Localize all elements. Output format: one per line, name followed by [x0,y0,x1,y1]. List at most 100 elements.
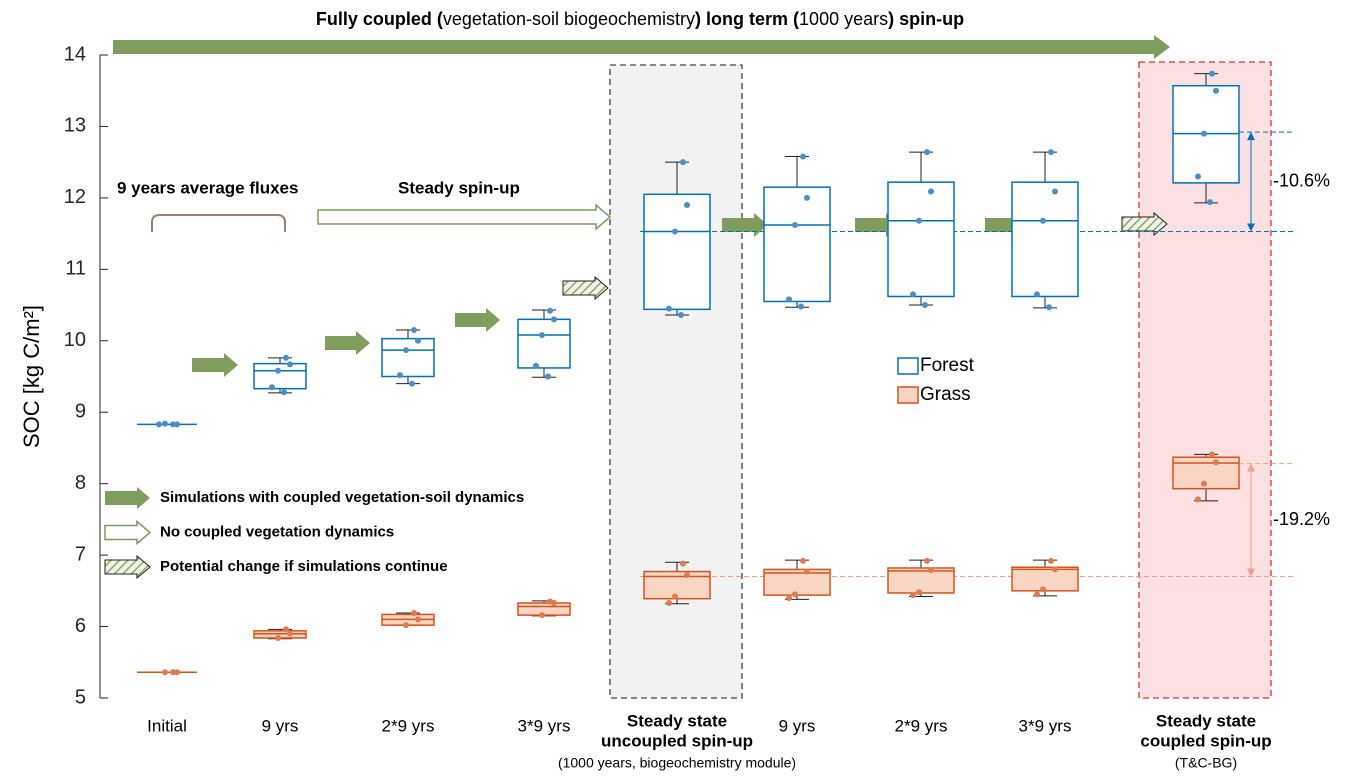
point [156,421,162,428]
box [887,181,955,298]
title-run: 1000 years [799,9,888,29]
x-tick-label: Steady state [627,711,727,730]
y-axis-label: SOC [kg C/m²] [19,305,44,448]
annotation: 9 years average fluxes [117,178,298,197]
point [1040,586,1046,593]
box [253,362,307,390]
point [533,362,539,369]
point [287,361,293,368]
point [916,589,922,596]
title-run: Fully coupled ( [316,9,443,29]
point [174,421,180,428]
point [551,599,557,606]
point [680,159,686,166]
box [1011,181,1079,298]
y-tick-label: 14 [64,43,86,65]
point [786,594,792,601]
point [678,312,684,319]
potential-arrow [562,275,609,301]
x-tick-label: 2*9 yrs [895,716,948,735]
legend-arrow [104,554,151,580]
point [281,389,287,396]
y-tick-label: 10 [64,329,86,351]
box [381,337,435,378]
point [804,194,810,201]
point [162,420,168,427]
change-label: -19.2% [1273,509,1330,529]
title-run: ) spin-up [888,9,964,29]
point [403,622,409,629]
point [1046,304,1052,311]
point [275,367,281,374]
point [397,372,403,379]
change-label: -10.6% [1273,171,1330,191]
legend-arrow [104,519,152,546]
arrow-legend-label: Potential change if simulations continue [160,558,448,575]
brace [151,214,286,232]
point [1048,557,1054,564]
point [1213,459,1219,466]
point [1034,591,1040,598]
point [551,316,557,323]
point [415,337,421,344]
x-tick-label: 9 yrs [779,716,816,735]
point [1209,70,1215,77]
point [411,609,417,616]
point [804,568,810,575]
arrow-head [1247,223,1255,232]
x-tick-label: Initial [147,716,187,735]
arrow-head [1247,132,1255,141]
arrow-legend-label: Simulations with coupled vegetation-soil… [160,489,524,506]
box [887,567,955,594]
point [684,572,690,579]
y-tick-label: 12 [64,186,86,208]
point [684,202,690,209]
point [1201,130,1207,137]
chart-title: Fully coupled (vegetation-soil biogeoche… [316,9,964,29]
point [545,373,551,380]
box [763,186,831,303]
category-note: (1000 years, biogeochemistry module) [558,755,796,771]
y-tick-label: 11 [65,258,86,280]
arrow-head [1247,568,1255,577]
point [798,303,804,310]
legend-swatch [897,386,919,404]
x-tick-label: 9 yrs [262,716,299,735]
title-run: vegetation-soil biogeochemistry [443,9,695,29]
category-note: (T&C-BG) [1175,755,1237,771]
point [910,592,916,599]
point [666,305,672,312]
box [517,318,571,369]
point [910,291,916,298]
point [411,327,417,334]
plot-layer: Fully coupled (vegetation-soil biogeoche… [19,9,1330,771]
coupled-arrow [455,308,500,332]
x-tick-label: 2*9 yrs [382,716,435,735]
coupled-arrow [192,353,238,377]
point [283,626,289,633]
point [916,217,922,224]
point [1207,199,1213,206]
point [1040,217,1046,224]
point [672,228,678,235]
point [800,557,806,564]
annotation: Steady spin-up [398,178,520,197]
uncoupled-arrow [317,203,612,231]
point [922,302,928,309]
legend-label: Forest [920,355,975,376]
point [672,593,678,600]
point [539,332,545,339]
point [269,384,275,391]
legend-label: Grass [920,384,971,405]
y-tick-label: 8 [75,472,86,494]
y-tick-label: 13 [64,115,86,137]
legend-arrow [105,487,150,509]
point [287,630,293,637]
point [666,599,672,606]
x-tick-label: coupled spin-up [1140,731,1271,750]
arrow-legend-label: No coupled vegetation dynamics [160,523,394,540]
point [928,567,934,574]
point [1195,173,1201,180]
point [174,669,180,676]
point [1052,566,1058,573]
